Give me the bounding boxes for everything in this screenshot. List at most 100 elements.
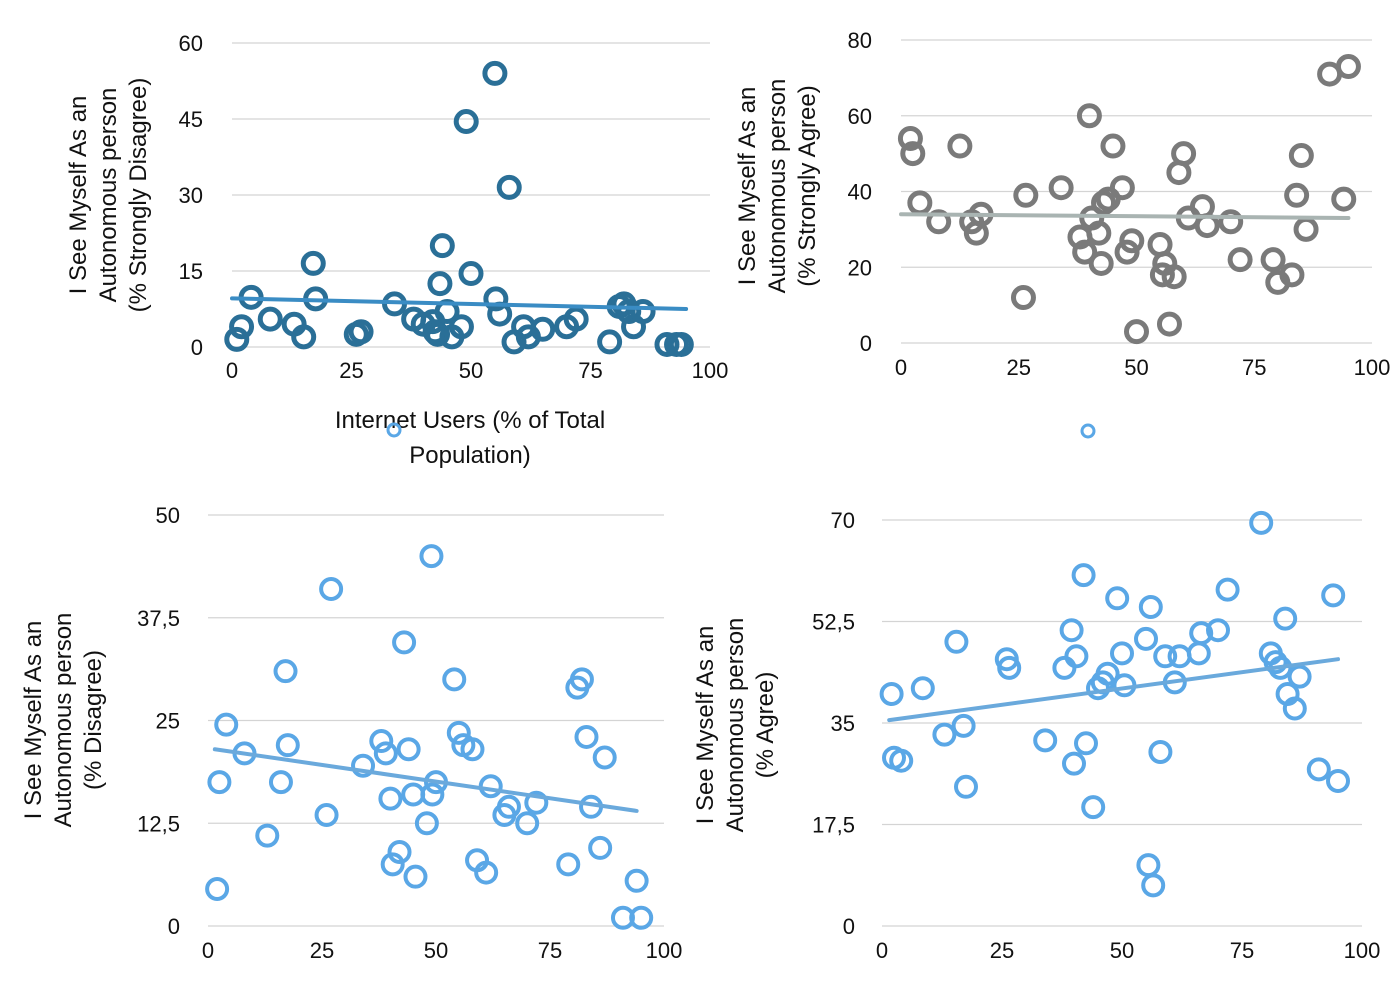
y-tick-label: 0 — [191, 335, 203, 360]
data-point — [446, 720, 471, 745]
data-point — [1206, 618, 1230, 643]
x-tick-label: 25 — [1007, 355, 1031, 380]
data-point — [1156, 311, 1182, 337]
y-axis-label-line: Autonomous person — [722, 618, 749, 833]
data-point — [1153, 644, 1178, 669]
data-point — [1138, 595, 1163, 619]
x-tick-label: 50 — [1110, 938, 1134, 963]
data-point — [947, 133, 973, 159]
data-point — [630, 299, 656, 325]
data-point — [1282, 696, 1307, 721]
data-point — [654, 331, 680, 357]
y-tick-label: 0 — [843, 914, 855, 939]
data-point — [569, 667, 594, 692]
data-point — [1321, 583, 1346, 608]
data-point — [420, 782, 445, 807]
data-point — [1124, 319, 1149, 345]
x-tick-label: 75 — [578, 358, 602, 383]
data-point — [1149, 262, 1175, 288]
data-point — [932, 722, 957, 747]
y-tick-label: 17,5 — [812, 813, 855, 838]
data-point — [229, 314, 255, 340]
data-point — [1279, 262, 1305, 288]
y-tick-label: 20 — [848, 255, 872, 280]
x-tick-label: 0 — [202, 938, 214, 963]
data-point — [1088, 250, 1114, 276]
x-tick-label: 75 — [1242, 355, 1266, 380]
data-point — [588, 835, 613, 860]
x-tick-label: 100 — [1354, 355, 1391, 380]
y-axis-label-line: Autonomous person — [95, 88, 122, 303]
data-point — [1215, 577, 1240, 602]
trend-line — [887, 657, 1340, 723]
data-point — [255, 823, 280, 848]
data-point — [563, 306, 589, 332]
y-tick-label: 25 — [156, 709, 180, 734]
y-axis-label-line: I See Myself As an — [692, 626, 719, 825]
data-point — [1105, 586, 1130, 611]
data-point — [629, 905, 654, 930]
data-point — [273, 659, 298, 684]
data-point — [369, 729, 394, 754]
data-point — [1081, 795, 1106, 820]
data-point — [351, 753, 376, 778]
data-point — [380, 852, 405, 877]
data-point — [314, 803, 339, 828]
y-tick-label: 70 — [831, 508, 855, 533]
data-point — [556, 852, 581, 877]
y-axis-label-line: I See Myself As an — [65, 96, 92, 295]
stray-marker — [1080, 423, 1096, 439]
x-tick-label: 25 — [310, 938, 334, 963]
data-point — [1071, 563, 1096, 588]
y-tick-label: 37,5 — [137, 606, 180, 631]
x-tick-label: 100 — [692, 358, 729, 383]
data-point — [897, 125, 923, 151]
x-tick-label: 25 — [339, 358, 363, 383]
data-point — [1072, 239, 1098, 265]
data-point — [496, 174, 522, 200]
data-point — [348, 319, 374, 345]
data-point — [1306, 757, 1331, 782]
data-point — [1141, 873, 1166, 898]
data-point — [1189, 621, 1214, 646]
y-axis-label-line: I See Myself As an — [20, 621, 47, 820]
chart-3: 0 12,5 25 37,5 50 0 25 50 75 100 I See Myself As a… — [20, 503, 682, 963]
data-point — [954, 774, 978, 799]
y-tick-label: 50 — [156, 503, 180, 528]
data-point — [1326, 769, 1350, 793]
data-point — [1064, 644, 1089, 669]
data-point — [474, 860, 499, 885]
data-point — [1161, 264, 1187, 290]
data-point — [1114, 239, 1140, 265]
y-tick-label: 52,5 — [812, 610, 855, 635]
data-point — [1288, 143, 1314, 169]
data-point — [483, 286, 509, 312]
data-point — [478, 774, 503, 799]
data-point — [1013, 182, 1039, 208]
x-axis-label: Population) — [409, 442, 530, 469]
data-point — [205, 877, 230, 902]
data-point — [524, 790, 549, 815]
y-tick-label: 0 — [860, 331, 872, 356]
data-point — [373, 741, 398, 766]
y-axis-label: I See Myself As an Autonomous person (% Di… — [20, 613, 107, 828]
x-axis-label: Internet Users (% of Total — [335, 407, 605, 434]
data-point — [257, 306, 283, 332]
x-tick-label: 0 — [226, 358, 238, 383]
x-tick-label: 25 — [990, 938, 1014, 963]
x-tick-label: 0 — [876, 938, 888, 963]
trend-line — [212, 747, 639, 813]
y-tick-label: 60 — [848, 104, 872, 129]
x-tick-label: 50 — [459, 358, 483, 383]
data-point — [1260, 247, 1286, 273]
data-point — [448, 314, 474, 340]
trend-line — [899, 212, 1351, 221]
data-point — [1171, 141, 1197, 167]
y-axis-label: I See Myself As an Autonomous person (% St… — [734, 79, 821, 294]
data-point — [889, 748, 914, 773]
data-point — [1335, 54, 1361, 80]
x-tick-label: 50 — [424, 938, 448, 963]
data-point — [429, 233, 455, 259]
